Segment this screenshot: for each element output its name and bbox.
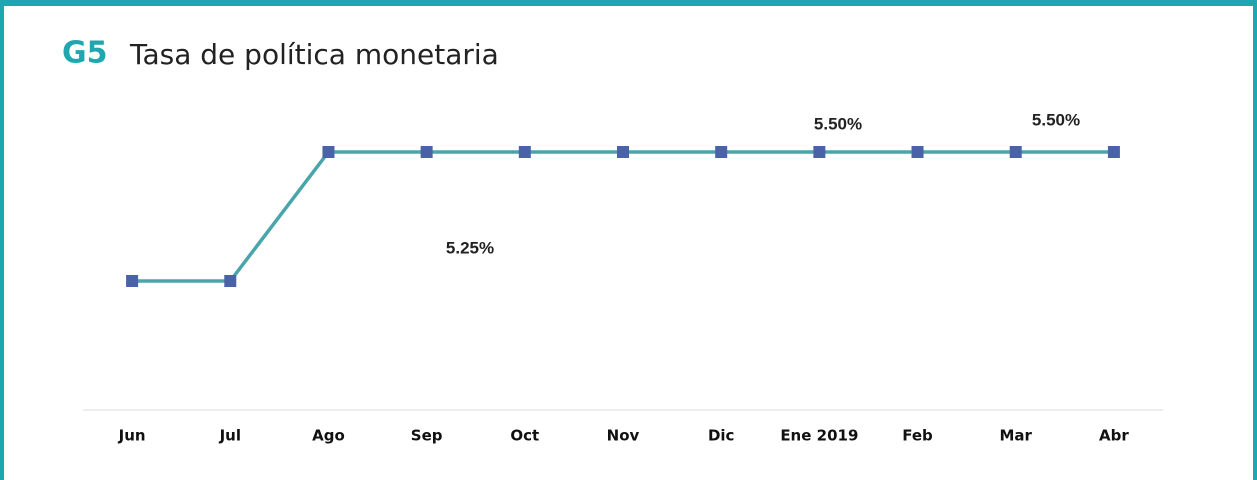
marker [813, 146, 826, 158]
marker [911, 146, 924, 158]
title-code: G5 [62, 36, 108, 71]
marker [1009, 146, 1022, 158]
x-tick-label: Oct [510, 427, 539, 445]
marker [224, 275, 237, 287]
line [132, 150, 1114, 283]
x-tick-label: Mar [1000, 427, 1033, 445]
marker [420, 146, 433, 158]
x-tick-label: Dic [708, 427, 734, 445]
x-tick-label: Feb [902, 427, 933, 445]
chart-title: Tasa de política monetaria [129, 38, 499, 71]
x-tick-label: Sep [411, 427, 443, 445]
annotation: 5.25% [446, 238, 494, 257]
x-tick-label: Jun [118, 427, 146, 445]
marker [518, 146, 531, 158]
marker [715, 146, 728, 158]
x-tick-label: Nov [607, 427, 640, 445]
x-tick-label: Ene 2019 [780, 427, 858, 445]
chart: G5 Tasa de política monetaria Jun Jul Ago S… [62, 36, 1163, 445]
x-tick-label: Abr [1099, 427, 1129, 445]
x-tick-label: Ago [312, 427, 345, 445]
x-tick-label: Jul [219, 427, 241, 445]
marker [126, 275, 139, 287]
marker [617, 146, 629, 158]
annotation: 5.50% [1032, 110, 1080, 129]
marker [322, 146, 335, 158]
marker [1107, 146, 1120, 158]
annotation: 5.50% [814, 114, 862, 133]
